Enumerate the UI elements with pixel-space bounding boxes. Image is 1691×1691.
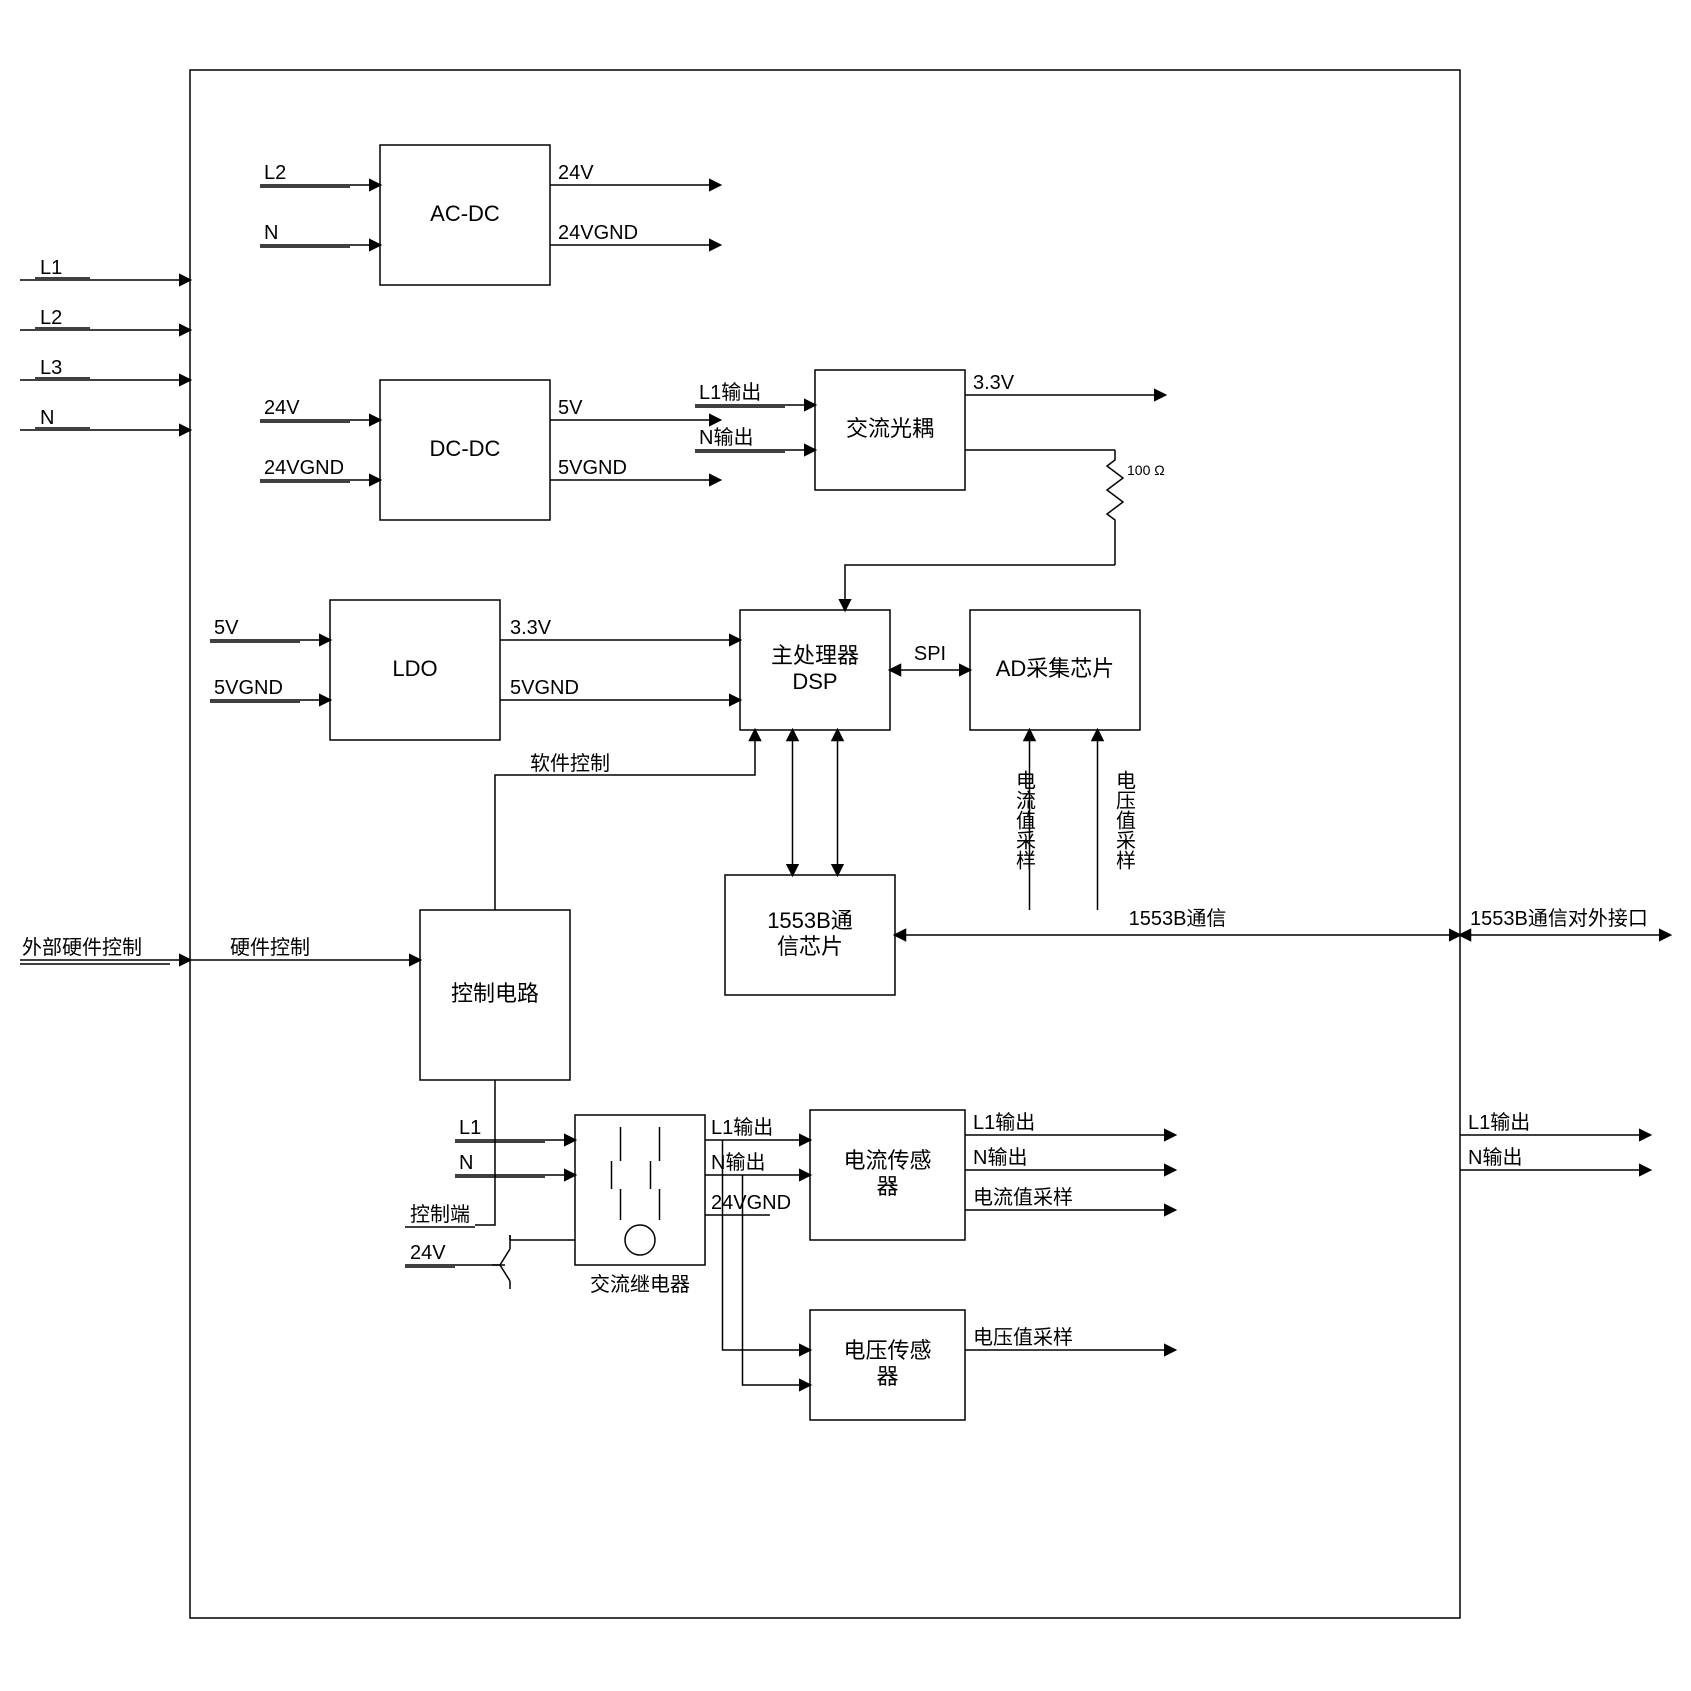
ldo-5vgnd-label: 5VGND: [510, 677, 579, 699]
ldo-5V-label: 5V: [214, 617, 239, 639]
acdc-N-label: N: [264, 222, 278, 244]
block-label: 信芯片: [777, 934, 843, 959]
opto-L1out-label: L1输出: [699, 381, 761, 404]
csens-isample-label: 电流值采样: [973, 1186, 1073, 1209]
b1553-ext-label: 1553B通信对外接口: [1470, 907, 1648, 930]
relay-L1out-label: L1输出: [711, 1116, 773, 1139]
block-label: 主处理器: [771, 643, 859, 668]
block-label: 电流传感: [843, 1148, 931, 1173]
acdc-24V-label: 24V: [558, 162, 594, 184]
block-label: 器: [876, 1364, 898, 1389]
csens-L1out-label: L1输出: [973, 1111, 1035, 1134]
opto-to-dsp: [845, 565, 1115, 610]
acdc-24VGND-label: 24VGND: [558, 222, 638, 244]
hw-ctrl-label: 硬件控制: [230, 936, 310, 959]
ext-Nout-label: N输出: [1468, 1146, 1522, 1169]
relay-N-label: N: [459, 1152, 473, 1174]
ctrl-to-relay: [475, 1080, 495, 1225]
block-relay: [575, 1115, 705, 1265]
ldo-5VGND-label: 5VGND: [214, 677, 283, 699]
relay-ctrl-label: 控制端: [410, 1203, 470, 1226]
block-label: 1553B通: [767, 908, 853, 933]
resistor-icon: [1107, 450, 1123, 530]
csens-Nout-label: N输出: [973, 1146, 1027, 1169]
b1553-label: 1553B通信: [1129, 907, 1227, 930]
block-label: 交流光耦: [846, 416, 934, 441]
ext-in-label: L2: [40, 307, 62, 329]
relay-caption: 交流继电器: [590, 1273, 690, 1296]
block-label: AD采集芯片: [996, 656, 1115, 681]
block-label: 电压传感: [843, 1338, 931, 1363]
ext-in-label: L3: [40, 357, 62, 379]
relay-L1-label: L1: [459, 1117, 481, 1139]
relay-Nout-label: N输出: [711, 1151, 765, 1174]
dcdc-24V-label: 24V: [264, 397, 300, 419]
adc-i-label: 电流值采样: [1013, 770, 1036, 870]
dcdc-5V-label: 5V: [558, 397, 583, 419]
ext-in-label: N: [40, 407, 54, 429]
spi-label: SPI: [914, 643, 946, 665]
adc-v-label: 电压值采样: [1113, 770, 1136, 870]
block-label: LDO: [392, 656, 437, 681]
ext-hw-ctrl-label: 外部硬件控制: [22, 936, 142, 959]
transistor-icon: [492, 1235, 510, 1289]
block-label: DC-DC: [430, 436, 501, 461]
block-label: 器: [876, 1174, 898, 1199]
dcdc-5VGND-label: 5VGND: [558, 457, 627, 479]
relay-coil-icon: [625, 1225, 655, 1255]
ext-in-label: L1: [40, 257, 62, 279]
opto-Nout-label: N输出: [699, 426, 753, 449]
outer-box: [190, 70, 1460, 1618]
block-label: DSP: [792, 669, 837, 694]
block-label: AC-DC: [430, 201, 500, 226]
acdc-L2-label: L2: [264, 162, 286, 184]
relay-24v-label: 24V: [410, 1242, 446, 1264]
sw-ctrl-label: 软件控制: [530, 752, 610, 775]
vsens-vsample-label: 电压值采样: [973, 1326, 1073, 1349]
opto-3v3-label: 3.3V: [973, 372, 1015, 394]
block-label: 控制电路: [451, 981, 539, 1006]
ldo-3v3-label: 3.3V: [510, 617, 552, 639]
dcdc-24VGND-label: 24VGND: [264, 457, 344, 479]
resistor-label: 100 Ω: [1127, 462, 1165, 478]
ext-L1out-label: L1输出: [1468, 1111, 1530, 1134]
